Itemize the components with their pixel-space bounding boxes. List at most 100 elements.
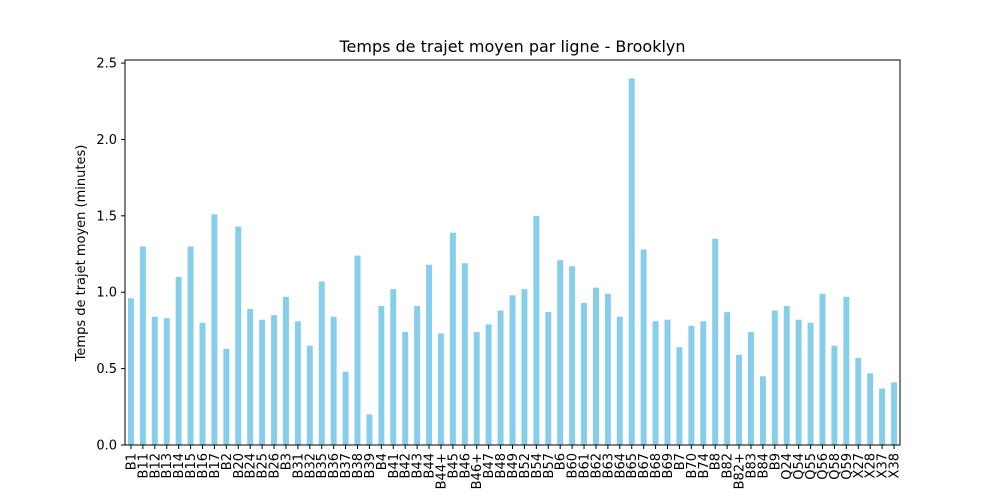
bar-b37	[342, 371, 349, 445]
bar-b11	[139, 246, 146, 445]
x-tick-label: B12	[148, 453, 163, 478]
x-tick-label: B68	[649, 453, 664, 478]
x-tick-label: X28	[864, 453, 879, 478]
bar-b67	[640, 249, 647, 445]
chart-title: Temps de trajet moyen par ligne - Brookl…	[338, 37, 685, 56]
bar-b57	[545, 312, 552, 445]
x-tick-label: B25	[256, 453, 271, 478]
x-tick-label: B35	[315, 453, 330, 478]
bar-b25	[259, 319, 266, 445]
bar-b69	[664, 319, 671, 445]
bar-x28	[867, 373, 874, 445]
x-tick-label: B62	[589, 453, 604, 478]
x-tick-label: B49	[506, 453, 521, 478]
bars-layer	[127, 78, 898, 445]
bar-b42	[402, 331, 409, 445]
x-tick-label: B4	[375, 453, 390, 470]
bar-q56	[819, 293, 826, 445]
bar-b54	[533, 215, 540, 445]
x-tick-label: B47	[482, 453, 497, 478]
plot-frame	[124, 59, 901, 446]
bar-b52	[521, 289, 528, 445]
bar-q58	[831, 345, 838, 445]
x-tick-label: B24	[244, 453, 259, 478]
x-tick-label: B63	[601, 453, 616, 478]
bar-b38	[354, 255, 361, 445]
x-tick-label: B82+	[733, 453, 748, 489]
x-tick-label: Q24	[780, 453, 795, 480]
x-tick-label: Q56	[816, 453, 831, 480]
x-tick-label: B43	[411, 453, 426, 478]
x-tick-label: B82	[721, 453, 736, 478]
x-tick-label: B54	[530, 453, 545, 478]
x-tick-label: B16	[196, 453, 211, 478]
x-tick-label: B6	[554, 453, 569, 470]
x-tick-label: B15	[184, 453, 199, 478]
x-tick-label: B83	[744, 453, 759, 478]
bar-x37	[879, 388, 886, 445]
bar-b47	[485, 324, 492, 445]
bar-b17	[211, 214, 218, 445]
bar-b13	[163, 318, 170, 445]
bar-b20	[235, 226, 242, 445]
bar-b74	[700, 321, 707, 445]
bar-b12	[151, 316, 158, 445]
bar-x38	[891, 382, 898, 445]
x-tick-label: B9	[768, 453, 783, 470]
bar-b8	[712, 238, 719, 445]
bar-b43	[414, 305, 421, 445]
x-tick-label: B37	[339, 453, 354, 478]
x-tick-label: Q54	[792, 453, 807, 480]
x-tick-label: B57	[542, 453, 557, 478]
y-tick-label: 2.5	[96, 57, 117, 72]
x-tick-label: B65	[625, 453, 640, 478]
x-tick-label: B41	[387, 453, 402, 478]
bar-b15	[187, 246, 194, 445]
bar-b31	[294, 321, 301, 445]
x-tick-label: B20	[232, 453, 247, 478]
x-tick-label: B67	[637, 453, 652, 478]
bar-q59	[843, 296, 850, 445]
bar-b35	[318, 281, 325, 445]
x-tick-label: B45	[446, 453, 461, 478]
y-axis-label: Temps de trajet moyen (minutes)	[74, 145, 89, 363]
bar-b1	[127, 298, 134, 445]
x-axis: B1B11B12B13B14B15B16B17B2B20B24B25B26B3B…	[124, 445, 903, 489]
y-tick-label: 0.5	[96, 362, 117, 377]
x-tick-label: B48	[494, 453, 509, 478]
x-tick-label: B61	[578, 453, 593, 478]
bar-b70	[688, 325, 695, 445]
bar-q54	[795, 319, 802, 445]
bar-b44-plus	[437, 333, 444, 445]
bar-b62	[592, 287, 599, 445]
bar-b82-plus	[736, 354, 743, 445]
bar-q24	[783, 305, 790, 445]
x-tick-label: X38	[888, 453, 903, 478]
bar-b7	[676, 347, 683, 445]
x-tick-label: B46	[458, 453, 473, 478]
x-tick-label: Q59	[840, 453, 855, 480]
y-tick-label: 2.0	[96, 133, 117, 148]
bar-b41	[390, 289, 397, 445]
bar-b64	[616, 316, 623, 445]
x-tick-label: B2	[220, 453, 235, 470]
bar-b83	[747, 331, 754, 445]
bar-b61	[581, 302, 588, 445]
x-tick-label: B26	[268, 453, 283, 478]
x-tick-label: B44+	[434, 453, 449, 489]
bar-x27	[855, 357, 862, 445]
bar-b49	[509, 295, 516, 445]
bar-b4	[378, 305, 385, 445]
bar-b14	[175, 276, 182, 445]
x-tick-label: X27	[852, 453, 867, 478]
x-tick-label: B1	[124, 453, 139, 470]
x-tick-label: B84	[756, 453, 771, 478]
bar-b65	[628, 78, 635, 445]
x-tick-label: B8	[709, 453, 724, 470]
y-axis: 0.0 0.5 1.0 1.5 2.0 2.5	[96, 57, 125, 454]
x-tick-label: B36	[327, 453, 342, 478]
x-tick-label: B44	[423, 453, 438, 478]
bar-b44	[426, 264, 433, 445]
bar-b48	[497, 310, 504, 445]
